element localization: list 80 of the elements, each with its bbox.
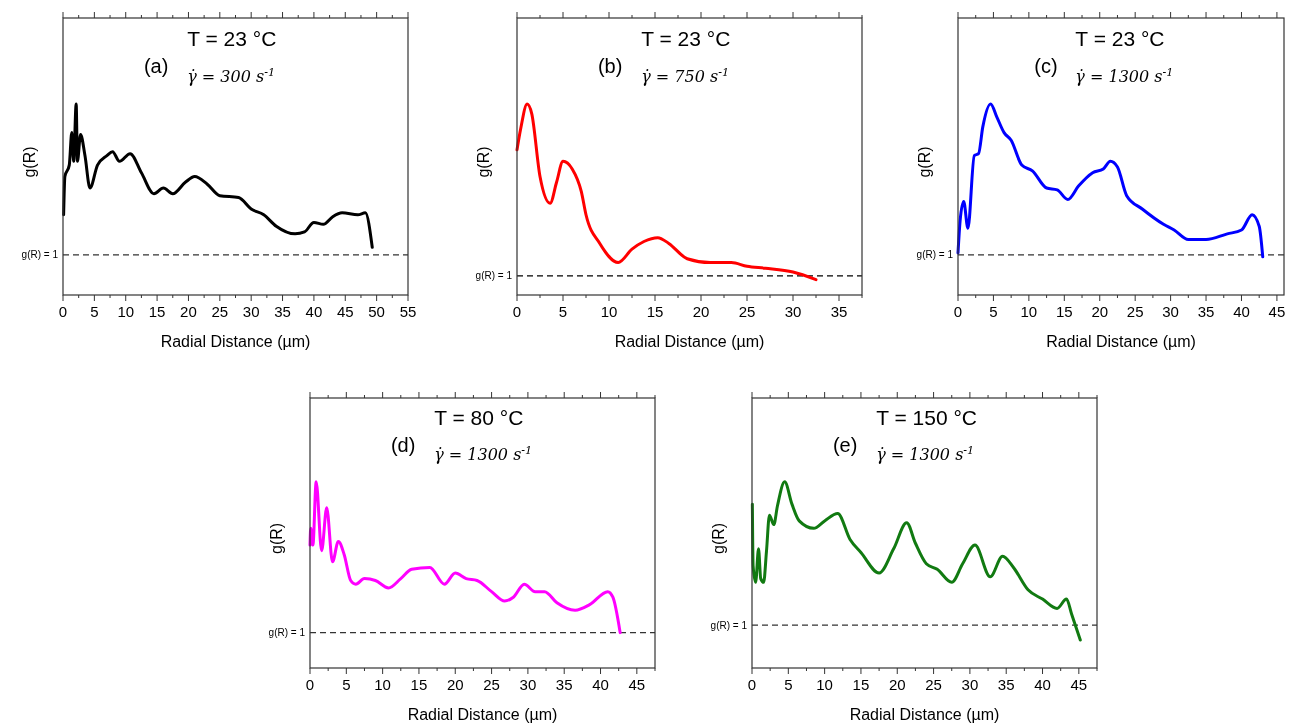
x-tick-label: 40 (1233, 303, 1250, 320)
x-tick-label: 15 (852, 676, 870, 693)
x-tick-label: 40 (1034, 676, 1051, 693)
text: γ̇ = 1300 s$^{-1}$ (876, 443, 975, 465)
x-tick-label: 0 (747, 676, 757, 693)
x-tick-label: 40 (305, 303, 323, 320)
x-tick-label: 25 (925, 676, 942, 693)
x-tick-label: 45 (336, 303, 354, 320)
text: γ̇ = 1300 s$^{-1}$ (1075, 65, 1174, 86)
text: (d) (390, 434, 416, 456)
x-tick-label: 20 (888, 676, 906, 693)
text: T = 23 °C (641, 26, 731, 50)
text: T = 150 °C (876, 406, 978, 429)
x-tick-label: 20 (1091, 303, 1109, 320)
y-axis-title: g(R) (268, 522, 285, 554)
x-tick-label: 0 (58, 303, 68, 320)
x-tick-label: 35 (830, 303, 848, 320)
x-tick-label: 35 (1197, 303, 1215, 320)
text: T = 23 °C (187, 26, 277, 50)
x-tick-label: 50 (368, 303, 385, 320)
x-tick-label: 30 (519, 676, 537, 693)
x-axis-title: Radial Distance (µm) (849, 706, 1000, 723)
x-tick-label: 35 (997, 676, 1015, 693)
x-tick-label: 15 (1055, 303, 1073, 320)
text: g(R) = 1 (916, 249, 954, 261)
text: g(R) = 1 (21, 249, 59, 261)
text: g(R) = 1 (475, 270, 513, 282)
text: g(R) = 1 (268, 627, 306, 639)
text: (a) (143, 55, 169, 78)
x-tick-label: 0 (512, 303, 522, 320)
x-tick-label: 30 (784, 303, 802, 320)
text: T = 80 °C (434, 406, 524, 429)
x-tick-label: 55 (399, 303, 417, 320)
x-tick-label: 20 (446, 676, 464, 693)
x-tick-label: 15 (646, 303, 664, 320)
x-tick-label: 30 (1162, 303, 1179, 320)
x-tick-label: 45 (628, 676, 646, 693)
text: γ̇ = 300 s$^{-1}$ (187, 65, 276, 86)
text: (e) (832, 434, 858, 456)
x-tick-label: 25 (1126, 303, 1144, 320)
x-tick-label: 25 (738, 303, 756, 320)
x-tick-label: 45 (1268, 303, 1286, 320)
text: g(R) = 1 (710, 619, 748, 631)
x-tick-label: 5 (90, 303, 99, 320)
x-tick-label: 10 (117, 303, 135, 320)
x-tick-label: 35 (274, 303, 291, 320)
x-tick-label: 20 (180, 303, 197, 320)
x-axis-title: Radial Distance (µm) (614, 333, 765, 350)
x-tick-label: 10 (1020, 303, 1038, 320)
x-tick-label: 15 (410, 676, 428, 693)
x-tick-label: 5 (784, 676, 793, 693)
x-tick-label: 30 (961, 676, 979, 693)
text: γ̇ = 750 s$^{-1}$ (641, 65, 730, 86)
x-axis-title: Radial Distance (µm) (407, 706, 558, 723)
x-tick-label: 45 (1070, 676, 1088, 693)
x-tick-label: 10 (374, 676, 391, 693)
text: T = 23 °C (1075, 26, 1165, 50)
x-tick-label: 20 (692, 303, 710, 320)
x-tick-label: 25 (483, 676, 500, 693)
x-tick-label: 15 (148, 303, 166, 320)
y-axis-title: g(R) (916, 146, 933, 178)
text: (c) (1034, 55, 1058, 78)
text: γ̇ = 1300 s$^{-1}$ (434, 443, 533, 465)
text: (b) (597, 55, 623, 78)
y-axis-title: g(R) (475, 146, 492, 178)
x-tick-label: 5 (342, 676, 351, 693)
x-axis-title: Radial Distance (µm) (1046, 333, 1196, 350)
x-tick-label: 30 (242, 303, 260, 320)
x-tick-label: 5 (558, 303, 568, 320)
x-axis-title: Radial Distance (µm) (160, 333, 311, 350)
x-tick-label: 35 (555, 676, 573, 693)
y-axis-title: g(R) (21, 146, 38, 178)
x-tick-label: 0 (305, 676, 315, 693)
x-tick-label: 10 (600, 303, 618, 320)
x-tick-label: 25 (211, 303, 229, 320)
x-tick-label: 40 (592, 676, 609, 693)
x-tick-label: 10 (816, 676, 833, 693)
x-tick-label: 5 (989, 303, 998, 320)
y-axis-title: g(R) (710, 522, 727, 554)
x-tick-label: 0 (953, 303, 963, 320)
